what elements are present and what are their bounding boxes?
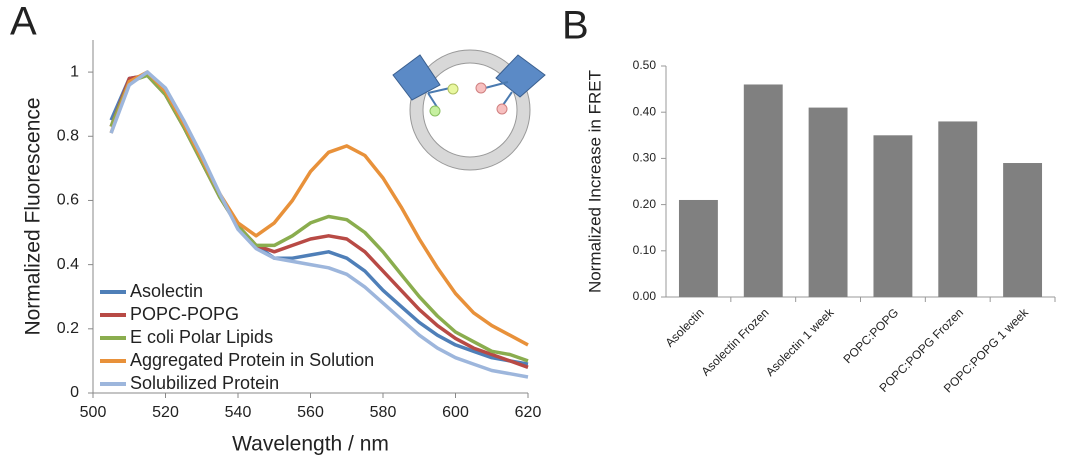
y-tick-label: 0 bbox=[70, 384, 79, 401]
x-tick-label: 600 bbox=[442, 404, 469, 421]
y-tick-label: 0.10 bbox=[633, 243, 657, 257]
legend-label: E coli Polar Lipids bbox=[130, 327, 273, 347]
bar bbox=[938, 121, 978, 297]
x-tick-label: Asolectin bbox=[662, 305, 706, 349]
x-axis-label: Wavelength / nm bbox=[232, 433, 389, 456]
panel-label: B bbox=[562, 4, 589, 48]
x-tick-label: 560 bbox=[297, 404, 324, 421]
x-tick-label: POPC:POPG bbox=[840, 305, 901, 366]
bar bbox=[678, 199, 718, 297]
legend-label: POPC-POPG bbox=[130, 304, 239, 324]
x-tick-label: 520 bbox=[152, 404, 179, 421]
y-tick-label: 0.2 bbox=[57, 320, 79, 337]
y-tick-label: 0.50 bbox=[633, 58, 657, 72]
y-axis-label: Normalized Fluorescence bbox=[22, 97, 45, 335]
x-tick-label: 620 bbox=[515, 404, 542, 421]
series-line bbox=[109, 70, 529, 379]
bar bbox=[808, 107, 848, 297]
y-tick-label: 0.20 bbox=[633, 197, 657, 211]
y-tick-label: 0.4 bbox=[57, 256, 79, 273]
y-axis-label: Normalized Increase in FRET bbox=[585, 70, 604, 293]
x-tick-label: 580 bbox=[370, 404, 397, 421]
x-tick-label: Asolectin Frozen bbox=[699, 305, 772, 378]
x-tick-label: Asolectin 1 week bbox=[763, 305, 837, 379]
inset-diagram bbox=[392, 49, 546, 171]
y-tick-label: 0.40 bbox=[633, 104, 657, 118]
panel-label: A bbox=[10, 0, 37, 44]
x-tick-label: 540 bbox=[225, 404, 252, 421]
legend-label: Solubilized Protein bbox=[130, 373, 279, 393]
bar bbox=[743, 84, 783, 297]
y-tick-label: 0.6 bbox=[57, 192, 79, 209]
bar bbox=[873, 135, 913, 297]
y-tick-label: 0.30 bbox=[633, 151, 657, 165]
legend-label: Aggregated Protein in Solution bbox=[130, 350, 374, 370]
y-tick-label: 0.00 bbox=[633, 289, 657, 303]
bar bbox=[1003, 163, 1043, 297]
x-tick-label: 500 bbox=[80, 404, 107, 421]
legend-label: Asolectin bbox=[130, 281, 203, 301]
y-tick-label: 0.8 bbox=[57, 127, 79, 144]
y-tick-label: 1 bbox=[70, 63, 79, 80]
